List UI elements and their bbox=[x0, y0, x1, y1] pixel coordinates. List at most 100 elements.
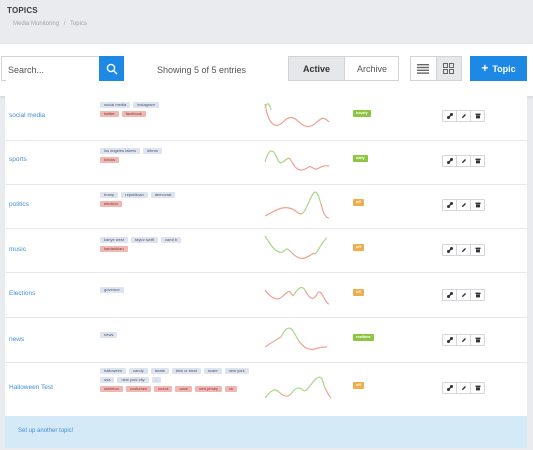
keyword-tag: social media bbox=[100, 102, 131, 108]
archive-button[interactable] bbox=[470, 335, 484, 345]
link-icon bbox=[446, 158, 453, 164]
list-view-icon bbox=[417, 63, 430, 74]
link-button[interactable] bbox=[443, 245, 456, 255]
excluded-keyword-tag: knicks bbox=[100, 157, 120, 163]
topic-name-link[interactable]: music bbox=[9, 246, 26, 253]
excluded-keyword-tag: costumes bbox=[125, 386, 152, 392]
keyword-tags: los angeles lakers lebron knicks bbox=[100, 148, 255, 166]
keyword-tags: social media instagram twitter facebook bbox=[100, 102, 255, 120]
archive-icon bbox=[475, 337, 480, 343]
sentiment-sparkline bbox=[264, 327, 328, 351]
link-icon bbox=[446, 202, 453, 208]
breadcrumb-item-media-monitoring[interactable]: Media Monitoring bbox=[13, 21, 60, 27]
link-icon bbox=[446, 247, 453, 253]
edit-button[interactable] bbox=[456, 245, 470, 255]
frequency-badge: realtime bbox=[353, 334, 374, 341]
table-row: sports los angeles lakers lebron knicks … bbox=[5, 140, 527, 185]
keyword-tag: news bbox=[100, 332, 118, 338]
frequency-badge: off bbox=[353, 199, 364, 206]
breadcrumb-item-topics: Topics bbox=[69, 21, 87, 27]
link-button[interactable] bbox=[443, 290, 456, 300]
topic-name-link[interactable]: politics bbox=[9, 201, 29, 208]
keyword-tag: treats bbox=[150, 368, 169, 374]
edit-button[interactable] bbox=[456, 290, 470, 300]
keyword-tags: governor bbox=[100, 287, 255, 296]
excluded-keyword-tag: zozos bbox=[154, 386, 173, 392]
row-actions bbox=[442, 155, 485, 167]
pencil-icon bbox=[461, 203, 466, 207]
topic-name-link[interactable]: Elections bbox=[9, 290, 36, 297]
link-button[interactable] bbox=[443, 383, 456, 393]
edit-button[interactable] bbox=[456, 156, 470, 166]
excluded-keyword-tag: uk bbox=[225, 386, 238, 392]
pencil-icon bbox=[461, 386, 466, 390]
keyword-tags: halloween candy treats trick or treat sc… bbox=[100, 368, 255, 395]
toolbar: Showing 5 of 5 entries Active Archive + … bbox=[0, 44, 533, 96]
pencil-icon bbox=[461, 338, 466, 342]
archive-button[interactable] bbox=[470, 200, 484, 210]
setup-another-topic-link[interactable]: Set up another topic! bbox=[18, 428, 74, 434]
keyword-tag: republican bbox=[121, 192, 148, 198]
search-input[interactable] bbox=[6, 58, 100, 81]
topics-table: social media social media instagram twit… bbox=[5, 96, 527, 448]
row-actions bbox=[442, 244, 485, 256]
pencil-icon bbox=[461, 114, 466, 118]
archive-button[interactable] bbox=[470, 156, 484, 166]
keyword-tag: taylor swift bbox=[131, 237, 158, 243]
archive-button[interactable] bbox=[470, 111, 484, 121]
archive-button[interactable] bbox=[470, 290, 484, 300]
active-tab[interactable]: Active bbox=[289, 57, 345, 80]
table-row: news news realtime bbox=[5, 317, 527, 363]
link-button[interactable] bbox=[443, 335, 456, 345]
keyword-tag: instagram bbox=[133, 102, 159, 108]
breadcrumb-separator: / bbox=[63, 21, 66, 27]
link-button[interactable] bbox=[443, 200, 456, 210]
archive-button[interactable] bbox=[470, 245, 484, 255]
page-title: TOPICS bbox=[7, 6, 38, 15]
link-button[interactable] bbox=[443, 111, 456, 121]
add-topic-button[interactable]: + Topic bbox=[470, 56, 527, 81]
sentiment-sparkline bbox=[264, 286, 330, 305]
sentiment-sparkline bbox=[264, 103, 330, 128]
topic-name-link[interactable]: social media bbox=[9, 112, 46, 119]
archive-icon bbox=[475, 158, 480, 164]
link-icon bbox=[446, 385, 453, 391]
sentiment-sparkline bbox=[264, 376, 332, 399]
keyword-tag: scare bbox=[203, 368, 222, 374]
archive-icon bbox=[475, 247, 480, 253]
keyword-tags: kanye west taylor swift cardi b kardashi… bbox=[100, 237, 255, 255]
search-button[interactable] bbox=[99, 56, 124, 81]
keyword-tag: los angeles lakers bbox=[100, 148, 141, 154]
topic-name-link[interactable]: news bbox=[9, 336, 25, 343]
sentiment-sparkline bbox=[264, 150, 330, 171]
archive-tab[interactable]: Archive bbox=[356, 63, 387, 74]
view-toggle bbox=[410, 56, 462, 81]
edit-button[interactable] bbox=[456, 383, 470, 393]
link-icon bbox=[446, 113, 453, 119]
list-view-button[interactable] bbox=[411, 57, 437, 80]
entries-count: Showing 5 of 5 entries bbox=[157, 65, 247, 75]
keyword-tags: news bbox=[100, 332, 255, 341]
sentiment-sparkline bbox=[264, 235, 328, 260]
excluded-keyword-tag: cave bbox=[175, 386, 192, 392]
frequency-badge: off bbox=[353, 289, 364, 296]
edit-button[interactable] bbox=[456, 335, 470, 345]
table-row: Elections governor off bbox=[5, 272, 527, 318]
link-button[interactable] bbox=[443, 156, 456, 166]
keyword-tag: new york bbox=[224, 368, 249, 374]
edit-button[interactable] bbox=[456, 200, 470, 210]
keyword-tag: democrat bbox=[150, 192, 176, 198]
keyword-tag: halloween bbox=[100, 368, 127, 374]
breadcrumb: Media Monitoring / Topics bbox=[13, 21, 90, 27]
archive-button[interactable] bbox=[470, 383, 484, 393]
topic-name-link[interactable]: Halloween Test bbox=[9, 384, 53, 391]
pencil-icon bbox=[461, 159, 466, 163]
table-row: politics trump republican democrat elect… bbox=[5, 184, 527, 229]
table-row: social media social media instagram twit… bbox=[5, 96, 527, 141]
edit-button[interactable] bbox=[456, 111, 470, 121]
row-actions bbox=[442, 199, 485, 211]
grid-view-button[interactable] bbox=[436, 57, 461, 80]
topic-name-link[interactable]: sports bbox=[9, 156, 27, 163]
excluded-keyword-tag: new jersey bbox=[194, 386, 223, 392]
keyword-tag: new york city bbox=[117, 377, 149, 383]
